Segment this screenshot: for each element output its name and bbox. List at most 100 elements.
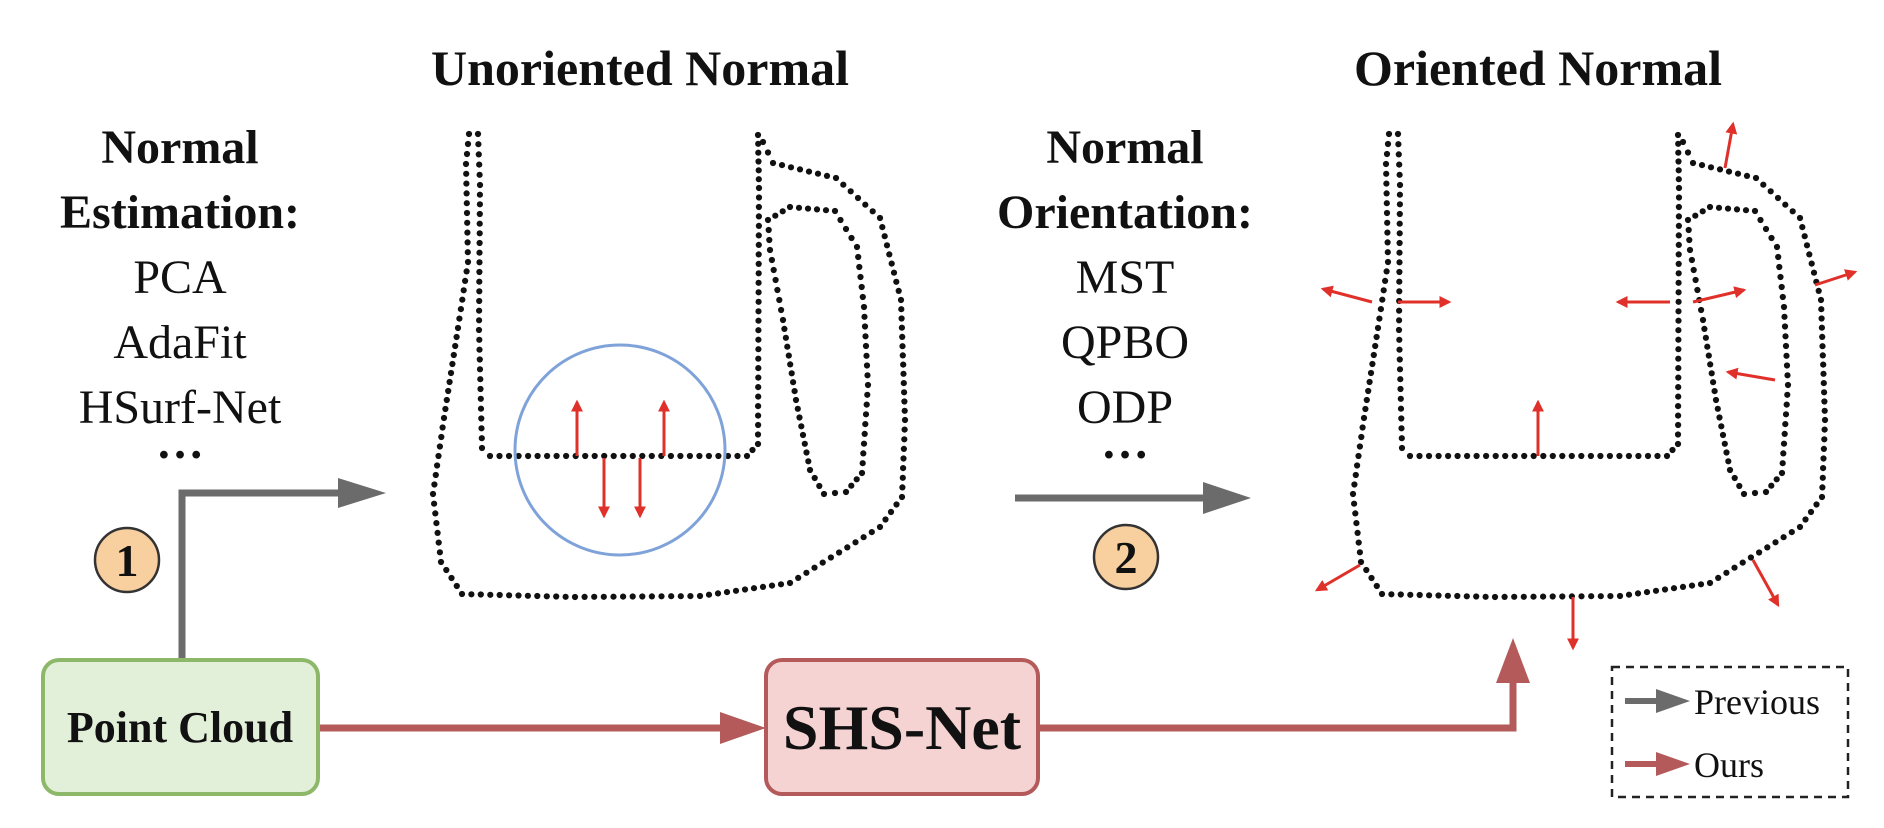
point	[1396, 161, 1403, 168]
point	[434, 529, 441, 537]
point	[460, 287, 467, 294]
point	[855, 253, 862, 261]
point	[1820, 455, 1827, 462]
point	[901, 389, 908, 396]
point	[457, 306, 464, 313]
point	[1782, 421, 1789, 428]
point	[859, 460, 866, 467]
point	[620, 593, 627, 600]
point	[476, 191, 483, 198]
point	[1382, 160, 1390, 168]
point-cloud-label: Point Cloud	[67, 703, 293, 752]
point	[1675, 412, 1682, 419]
point	[1384, 258, 1392, 266]
point	[1773, 243, 1781, 251]
point	[879, 224, 886, 231]
point	[1501, 593, 1508, 601]
point	[705, 452, 713, 460]
point	[1821, 436, 1828, 443]
point	[1520, 593, 1527, 600]
point	[1819, 474, 1826, 481]
point	[591, 452, 598, 460]
point	[899, 333, 906, 340]
point	[463, 268, 470, 275]
point	[1388, 591, 1395, 598]
point	[449, 360, 456, 368]
estimation-method-2: AdaFit	[113, 316, 247, 369]
point	[1395, 326, 1403, 334]
point	[463, 150, 471, 158]
point	[893, 501, 900, 508]
point	[837, 216, 844, 224]
point	[476, 210, 483, 218]
point	[1726, 466, 1734, 474]
point	[1394, 130, 1402, 138]
point	[754, 131, 762, 139]
point	[792, 396, 800, 404]
point	[778, 162, 786, 169]
shs-net-box: SHS-Net	[764, 658, 1040, 796]
point	[435, 539, 442, 546]
point	[881, 233, 888, 240]
point	[487, 591, 494, 598]
step2-badge: 2	[1092, 523, 1160, 591]
step1-label: 1	[116, 535, 139, 586]
point	[743, 452, 751, 460]
point	[898, 324, 906, 331]
point	[1699, 316, 1707, 324]
point	[1396, 356, 1403, 363]
point	[1707, 164, 1715, 171]
previous-arrow-step1-head	[338, 478, 386, 508]
point	[1675, 317, 1682, 324]
point	[1383, 170, 1390, 177]
point	[553, 452, 560, 460]
point	[1511, 452, 1518, 460]
point	[887, 508, 895, 516]
point	[505, 452, 513, 460]
point	[1806, 251, 1813, 258]
point	[1704, 343, 1711, 350]
orientation-method-1: MST	[1076, 251, 1175, 304]
ours-arrow-to-shs-head	[720, 712, 766, 744]
estimation-heading-line1: Normal	[101, 121, 258, 174]
point	[1352, 471, 1359, 479]
point	[1473, 452, 1480, 460]
point	[677, 452, 684, 460]
point	[1473, 593, 1480, 600]
point	[677, 593, 684, 600]
point	[888, 260, 895, 267]
point	[1719, 431, 1727, 439]
point	[814, 170, 822, 177]
point	[1379, 296, 1386, 303]
point	[1802, 516, 1809, 523]
point	[1383, 190, 1390, 197]
point	[1356, 549, 1363, 556]
point	[1675, 149, 1682, 156]
point	[869, 208, 876, 215]
point	[1762, 488, 1770, 496]
point	[1675, 203, 1682, 211]
point	[1396, 317, 1403, 324]
point	[1715, 204, 1723, 211]
point	[1821, 426, 1828, 433]
point-cloud-box: Point Cloud	[41, 658, 320, 796]
point	[1675, 384, 1682, 391]
point	[1384, 239, 1391, 246]
point	[1736, 482, 1743, 490]
point	[463, 209, 471, 217]
point	[1702, 334, 1709, 341]
point	[754, 431, 762, 438]
point	[1616, 592, 1624, 600]
point	[1723, 449, 1730, 456]
point	[1355, 452, 1362, 460]
point	[1819, 484, 1826, 491]
point	[755, 260, 762, 267]
point	[1796, 523, 1804, 531]
point	[1820, 465, 1827, 472]
point	[759, 583, 767, 591]
point	[429, 490, 437, 498]
normal-arrow	[1314, 563, 1361, 592]
oriented-normal-title: Oriented Normal	[1354, 40, 1722, 96]
point	[1351, 481, 1358, 488]
point	[1674, 431, 1682, 438]
